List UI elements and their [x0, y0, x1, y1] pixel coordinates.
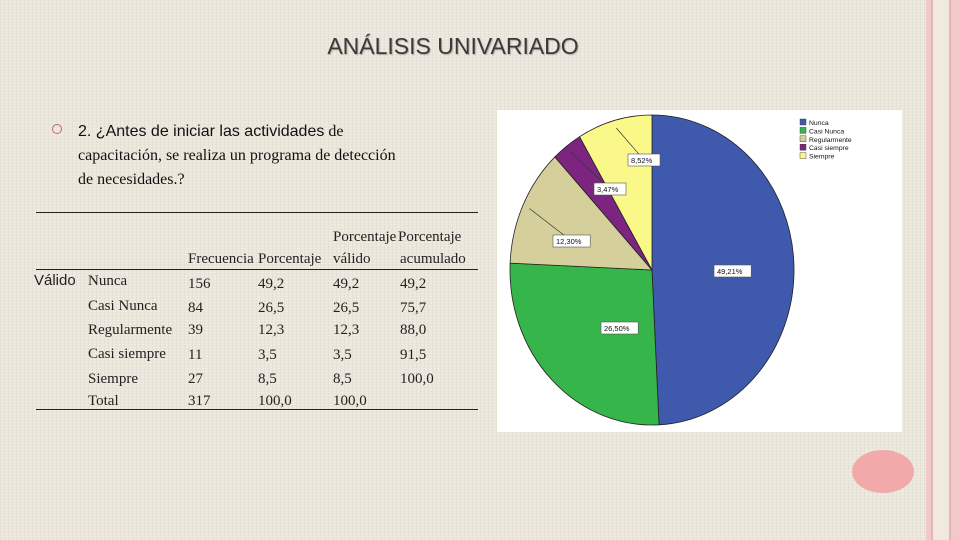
- slide-title: ANÁLISIS UNIVARIADO: [327, 33, 579, 59]
- table-top-rule: [36, 212, 478, 213]
- pie-chart-panel: 49,21% 26,50% 12,30% 3,47% 8,52% Nunca Casi N…: [497, 110, 902, 432]
- header-valid-pct-1: Porcentaje: [333, 229, 397, 245]
- svg-text:Casi Nunca: Casi Nunca: [809, 128, 844, 135]
- svg-text:Siempre: Siempre: [809, 154, 835, 161]
- svg-text:Casi siempre: Casi siempre: [809, 145, 849, 152]
- legend-entry-casi-nunca: Casi Nunca: [799, 127, 844, 135]
- pie-slice-casi-nunca: [509, 262, 660, 426]
- question-line-3: de necesidades.?: [78, 171, 185, 188]
- legend-entry-nunca: Nunca: [799, 118, 829, 127]
- header-percentage: Porcentaje: [258, 251, 322, 267]
- data-label-regularmente: 12,30%: [552, 234, 591, 248]
- legend-entry-siempre: Siempre: [799, 152, 835, 161]
- svg-text:12,30%: 12,30%: [556, 237, 582, 246]
- svg-text:3,47%: 3,47%: [597, 185, 619, 194]
- pie-slice-regularmente: [509, 156, 653, 271]
- svg-text:Regularmente: Regularmente: [809, 137, 852, 144]
- question-line-2: capacitación, se realiza un programa de …: [78, 147, 396, 164]
- question-part-2: de: [324, 123, 344, 140]
- header-valid-pct-2: válido: [333, 251, 371, 267]
- question-part-1: 2. ¿Antes de iniciar las actividades: [78, 123, 325, 140]
- header-cum-pct-2: acumulado: [400, 251, 466, 267]
- question-text: 2. ¿Antes de iniciar las actividades de …: [78, 120, 478, 192]
- legend-entry-regularmente: Regularmente: [799, 135, 852, 144]
- data-label-casi-nunca: 26,50%: [600, 321, 639, 335]
- svg-text:49,21%: 49,21%: [717, 267, 743, 276]
- decorative-pink-oval: [852, 450, 914, 493]
- group-label-valido: Válido: [34, 272, 76, 289]
- data-label-casi-siempre: 3,47%: [593, 182, 627, 196]
- svg-text:8,52%: 8,52%: [631, 156, 653, 165]
- bullet-circle-icon: [52, 124, 62, 134]
- svg-text:26,50%: 26,50%: [604, 324, 630, 333]
- right-decorative-stripe: [931, 0, 951, 540]
- svg-text:Nunca: Nunca: [809, 120, 829, 127]
- header-frequency: Frecuencia: [188, 251, 254, 267]
- data-label-nunca: 49,21%: [713, 264, 752, 278]
- table-bottom-rule: [36, 409, 478, 410]
- legend-entry-casi-siempre: Casi siempre: [799, 144, 849, 152]
- data-label-siempre: 8,52%: [627, 153, 661, 167]
- header-cum-pct-1: Porcentaje: [398, 229, 462, 245]
- table-header-rule: [36, 269, 478, 270]
